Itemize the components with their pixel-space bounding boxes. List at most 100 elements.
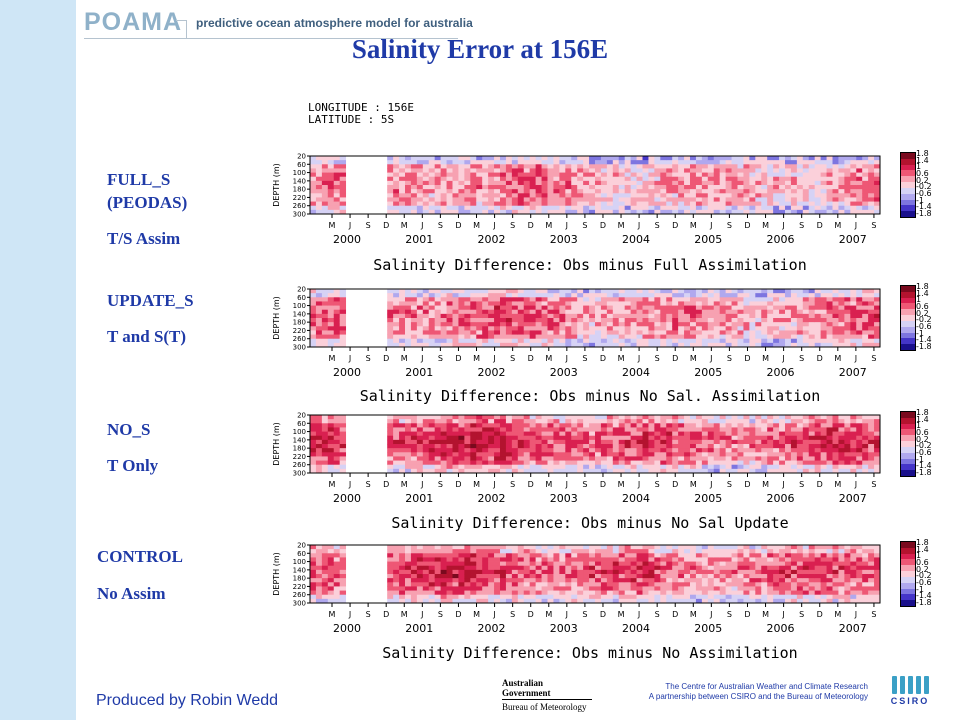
heatmap-cell xyxy=(547,582,554,587)
heatmap-cell xyxy=(743,452,750,457)
heatmap-cell xyxy=(820,172,827,178)
heatmap-cell xyxy=(458,322,465,327)
heatmap-cell xyxy=(559,569,566,575)
heatmap-cell xyxy=(387,209,394,215)
heatmap-cell xyxy=(428,594,436,600)
heatmap-cell xyxy=(636,594,643,600)
heatmap-cell xyxy=(422,468,430,474)
heatmap-cell xyxy=(802,180,810,186)
heatmap-cell xyxy=(672,439,679,445)
heatmap-cell xyxy=(446,431,453,437)
heatmap-cell xyxy=(600,582,608,587)
colorbar-band xyxy=(901,211,915,217)
heatmap-cell xyxy=(321,330,329,335)
heatmap-cell xyxy=(808,168,816,173)
heatmap-cell xyxy=(559,582,566,587)
heatmap-cell xyxy=(838,168,845,173)
heatmap-cell xyxy=(808,313,816,319)
heatmap-cell xyxy=(505,297,513,302)
heatmap-cell xyxy=(464,193,471,198)
heatmap-cell xyxy=(434,301,442,306)
heatmap-cell xyxy=(523,574,531,579)
heatmap-cell xyxy=(719,460,727,466)
heatmap-cell xyxy=(743,156,750,161)
heatmap-cell xyxy=(511,338,519,344)
heatmap-cell xyxy=(779,439,786,445)
heatmap-cell xyxy=(773,297,780,302)
heatmap-cell xyxy=(315,549,323,554)
heatmap-cell xyxy=(535,549,542,554)
heatmap-cell xyxy=(654,160,661,165)
heatmap-cell xyxy=(482,297,489,302)
heatmap-cell xyxy=(434,309,442,315)
heatmap-cell xyxy=(630,582,637,587)
heatmap-cell xyxy=(452,209,459,215)
heatmap-cell xyxy=(678,197,685,202)
heatmap-cell xyxy=(500,172,507,178)
heatmap-cell xyxy=(648,289,655,294)
heatmap-cell xyxy=(844,415,851,420)
heatmap-cell xyxy=(600,342,608,348)
heatmap-cell xyxy=(529,427,537,432)
heatmap-cell xyxy=(523,456,531,461)
heatmap-cell xyxy=(684,545,691,550)
heatmap-cell xyxy=(327,176,335,182)
heatmap-cell xyxy=(826,322,833,327)
heatmap-cell xyxy=(517,289,525,294)
heatmap-cell xyxy=(500,289,507,294)
heatmap-cell xyxy=(327,201,335,207)
heatmap-cell xyxy=(440,289,447,294)
heatmap-cell xyxy=(452,189,459,194)
heatmap-cell xyxy=(874,189,881,194)
heatmap-cell xyxy=(678,185,685,190)
heatmap-cell xyxy=(600,598,608,604)
heatmap-cell xyxy=(446,301,453,306)
heatmap-cell xyxy=(790,172,798,178)
heatmap-cell xyxy=(618,168,626,173)
heatmap-cell xyxy=(333,164,341,169)
heatmap-cell xyxy=(399,197,406,202)
heatmap-cell xyxy=(595,419,602,424)
heatmap-cell xyxy=(707,549,715,554)
heatmap-cell xyxy=(529,172,537,178)
heatmap-cell xyxy=(458,185,465,190)
heatmap-cell xyxy=(684,553,691,558)
heatmap-cell xyxy=(339,545,347,550)
heatmap-cell xyxy=(636,172,643,178)
heatmap-cell xyxy=(672,415,679,420)
heatmap-cell xyxy=(785,342,792,348)
heatmap-cell xyxy=(737,439,744,445)
heatmap-cell xyxy=(642,582,649,587)
heatmap-cell xyxy=(838,452,845,457)
heatmap-cell xyxy=(517,439,525,445)
heatmap-cell xyxy=(814,197,822,202)
label-peodas: (PEODAS) xyxy=(107,193,188,212)
heatmap-cell xyxy=(844,293,851,298)
heatmap-cell xyxy=(535,427,542,432)
heatmap-cell xyxy=(660,293,667,298)
heatmap-cell xyxy=(494,201,501,207)
heatmap-cell xyxy=(695,313,703,319)
heatmap-cell xyxy=(624,168,632,173)
heatmap-cell xyxy=(695,598,703,604)
heatmap-cell xyxy=(725,427,732,432)
heatmap-cell xyxy=(737,423,744,428)
heatmap-cell xyxy=(393,419,400,424)
heatmap-cell xyxy=(547,444,554,449)
heatmap-cell xyxy=(339,326,347,331)
heatmap-cell xyxy=(850,313,857,319)
heatmap-cell xyxy=(434,338,442,344)
heatmap-cell xyxy=(636,293,643,298)
heatmap-cell xyxy=(476,427,483,432)
heatmap-cell xyxy=(820,193,827,198)
heatmap-cell xyxy=(321,565,329,571)
heatmap-cell xyxy=(500,197,507,202)
heatmap-cell xyxy=(583,172,590,178)
heatmap-cell xyxy=(476,415,483,420)
heatmap-cell xyxy=(612,545,620,550)
heatmap-cell xyxy=(511,156,519,161)
heatmap-cell xyxy=(648,338,655,344)
heatmap-cell xyxy=(713,309,721,315)
heatmap-cell xyxy=(695,326,703,331)
heatmap-cell xyxy=(339,176,347,182)
